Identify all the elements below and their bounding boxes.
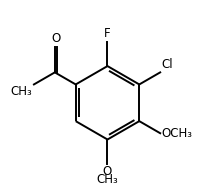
- Text: O: O: [103, 165, 112, 178]
- Text: F: F: [104, 27, 111, 40]
- Text: OCH₃: OCH₃: [161, 127, 192, 140]
- Text: CH₃: CH₃: [97, 173, 118, 186]
- Text: Cl: Cl: [161, 58, 173, 71]
- Text: CH₃: CH₃: [11, 85, 32, 98]
- Text: O: O: [51, 32, 61, 45]
